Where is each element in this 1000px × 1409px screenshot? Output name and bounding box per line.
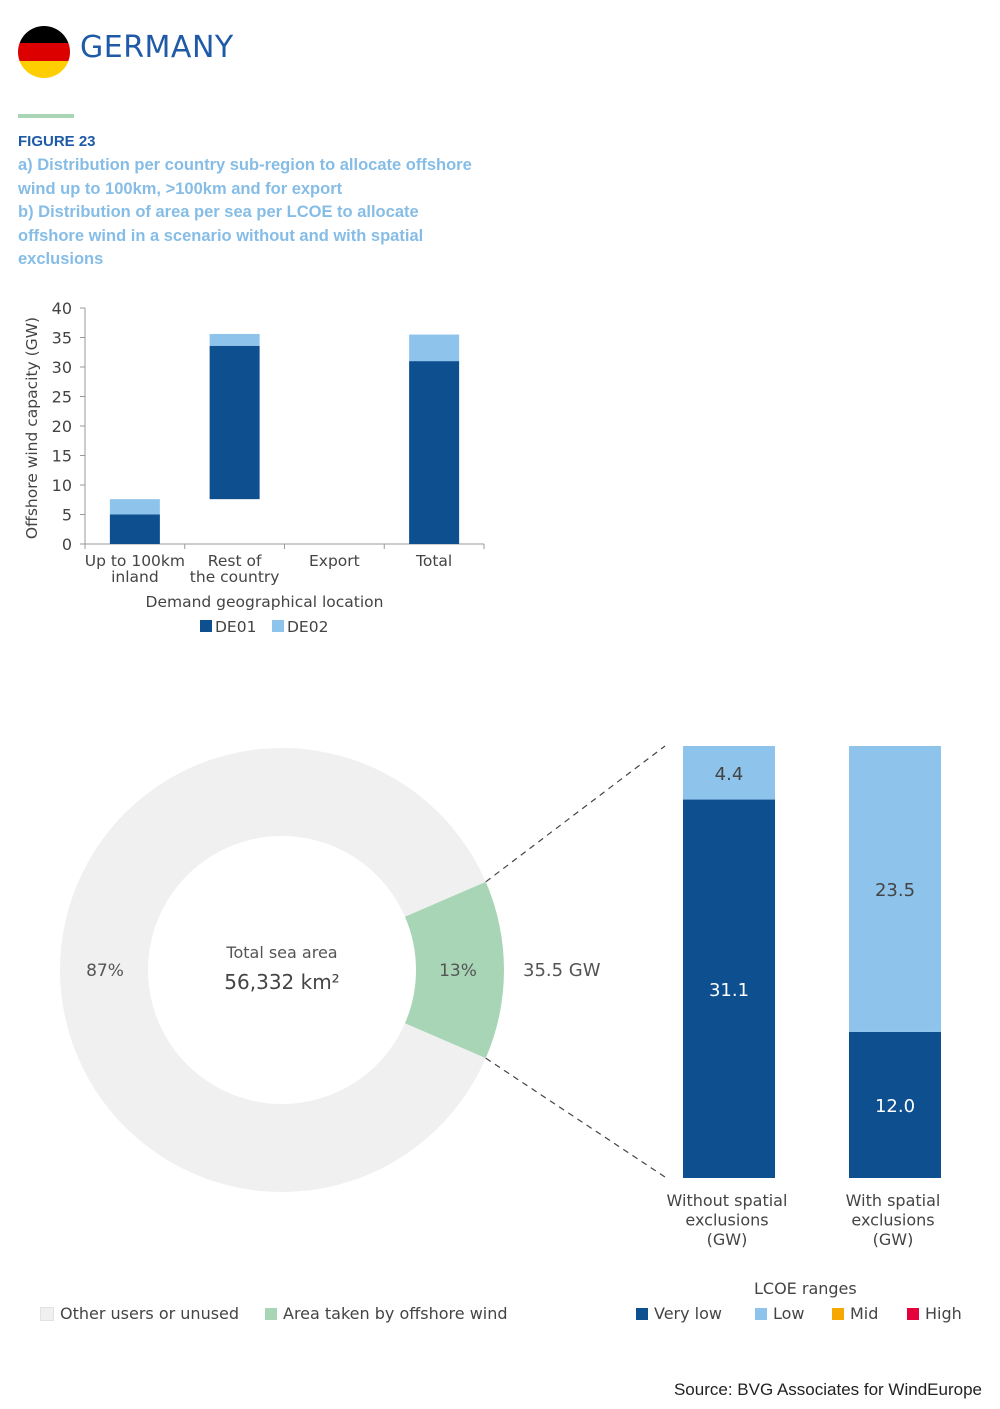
y-tick-label: 20 (52, 417, 72, 436)
legend-label: High (925, 1304, 962, 1323)
legend-label: Low (773, 1304, 805, 1323)
x-tick-label: Export (309, 552, 360, 570)
legend-label: DE02 (287, 618, 328, 636)
figure-title-line: a) Distribution per country sub-region t… (18, 156, 472, 174)
bar-de01 (409, 361, 460, 544)
bar-de02 (409, 334, 460, 362)
lcoe-legend-item: Very low (636, 1304, 722, 1323)
legend-swatch (40, 1306, 54, 1321)
y-tick-label: 15 (52, 447, 72, 466)
lcoe-bar-very-low (683, 799, 775, 1178)
lcoe-category-label: Without spatial (667, 1191, 788, 1210)
legend-swatch (832, 1307, 844, 1320)
y-tick-label: 35 (52, 329, 72, 348)
lcoe-legend-item: Low (755, 1304, 805, 1323)
donut-label-offshore-wind: 13% (439, 961, 477, 981)
donut-center-title: Total sea area (225, 943, 337, 962)
legend-swatch (636, 1307, 648, 1320)
lcoe-bar-value: 31.1 (709, 980, 749, 1001)
y-tick-label: 5 (62, 506, 72, 525)
lcoe-bar-value: 23.5 (875, 880, 915, 901)
y-tick-label: 30 (52, 358, 72, 377)
legend-label: Area taken by offshore wind (283, 1304, 508, 1323)
y-tick-label: 40 (52, 299, 72, 318)
lcoe-legend-item: Mid (832, 1304, 878, 1323)
legend-swatch-de02 (272, 620, 284, 632)
figure-title-line: b) Distribution of area per sea per LCOE… (18, 203, 419, 221)
y-tick-label: 10 (52, 476, 72, 495)
donut-callout: 35.5 GW (523, 960, 601, 981)
germany-flag-icon (18, 26, 70, 78)
x-tick-label: Rest of (208, 552, 262, 570)
y-tick-label: 25 (52, 388, 72, 407)
lcoe-bar-low (849, 746, 941, 1032)
title-rule (18, 114, 74, 118)
figure-label: FIGURE 23 (18, 133, 96, 150)
connector-top (485, 745, 666, 883)
y-tick-label: 0 (62, 535, 72, 554)
lcoe-category-label: exclusions (685, 1211, 768, 1230)
donut-legend-item: Other users or unused (40, 1304, 239, 1323)
donut-center-value: 56,332 km² (224, 970, 339, 994)
x-tick-label: Up to 100km (85, 552, 185, 570)
lcoe-bar-value: 4.4 (715, 764, 744, 785)
source-note: Source: BVG Associates for WindEurope (673, 1380, 982, 1399)
y-axis-title: Offshore wind capacity (GW) (23, 317, 41, 539)
lcoe-bar-value: 12.0 (875, 1096, 915, 1117)
legend-swatch (755, 1307, 767, 1320)
lcoe-legend-title: LCOE ranges (754, 1279, 857, 1298)
bar-de01 (209, 345, 260, 500)
legend-swatch (907, 1307, 919, 1320)
bar-de01 (109, 514, 160, 544)
lcoe-category-label: (GW) (707, 1230, 748, 1249)
x-tick-label: inland (111, 568, 159, 586)
legend-label: Other users or unused (60, 1304, 240, 1323)
connector-bottom (485, 1057, 666, 1178)
donut-slice-offshore-wind (404, 881, 504, 1059)
bar-de02 (209, 333, 260, 346)
figure-title: a) Distribution per country sub-region t… (18, 154, 518, 272)
lcoe-bar-low (683, 746, 775, 800)
legend-label: Mid (850, 1304, 879, 1323)
legend-label: DE01 (215, 618, 256, 636)
legend-label: Very low (654, 1304, 722, 1323)
figure-title-line: exclusions (18, 250, 104, 268)
lcoe-category-label: With spatial (846, 1191, 941, 1210)
donut-legend-item: Area taken by offshore wind (265, 1304, 508, 1323)
donut-label-other: 87% (86, 961, 124, 981)
legend-swatch-de01 (200, 620, 212, 632)
bar-de02 (109, 499, 160, 515)
lcoe-category-label: (GW) (873, 1230, 914, 1249)
donut-slice-other (60, 748, 486, 1192)
lcoe-category-label: exclusions (851, 1211, 934, 1230)
sea-area-donut-and-lcoe-chart: 87% 13% Total sea area 56,332 km² 35.5 GW 31.… (60, 745, 941, 1249)
country-title: GERMANY (80, 30, 234, 65)
lcoe-bar-very-low (849, 1031, 941, 1178)
lcoe-legend-item: High (907, 1304, 962, 1323)
x-tick-label: Total (415, 552, 452, 570)
figure-title-line: offshore wind in a scenario without and … (18, 226, 424, 245)
figure-title-line: wind up to 100km, >100km and for export (18, 179, 343, 198)
x-tick-label: the country (190, 568, 280, 586)
x-axis-title: Demand geographical location (146, 593, 384, 611)
legend-swatch (265, 1307, 277, 1320)
